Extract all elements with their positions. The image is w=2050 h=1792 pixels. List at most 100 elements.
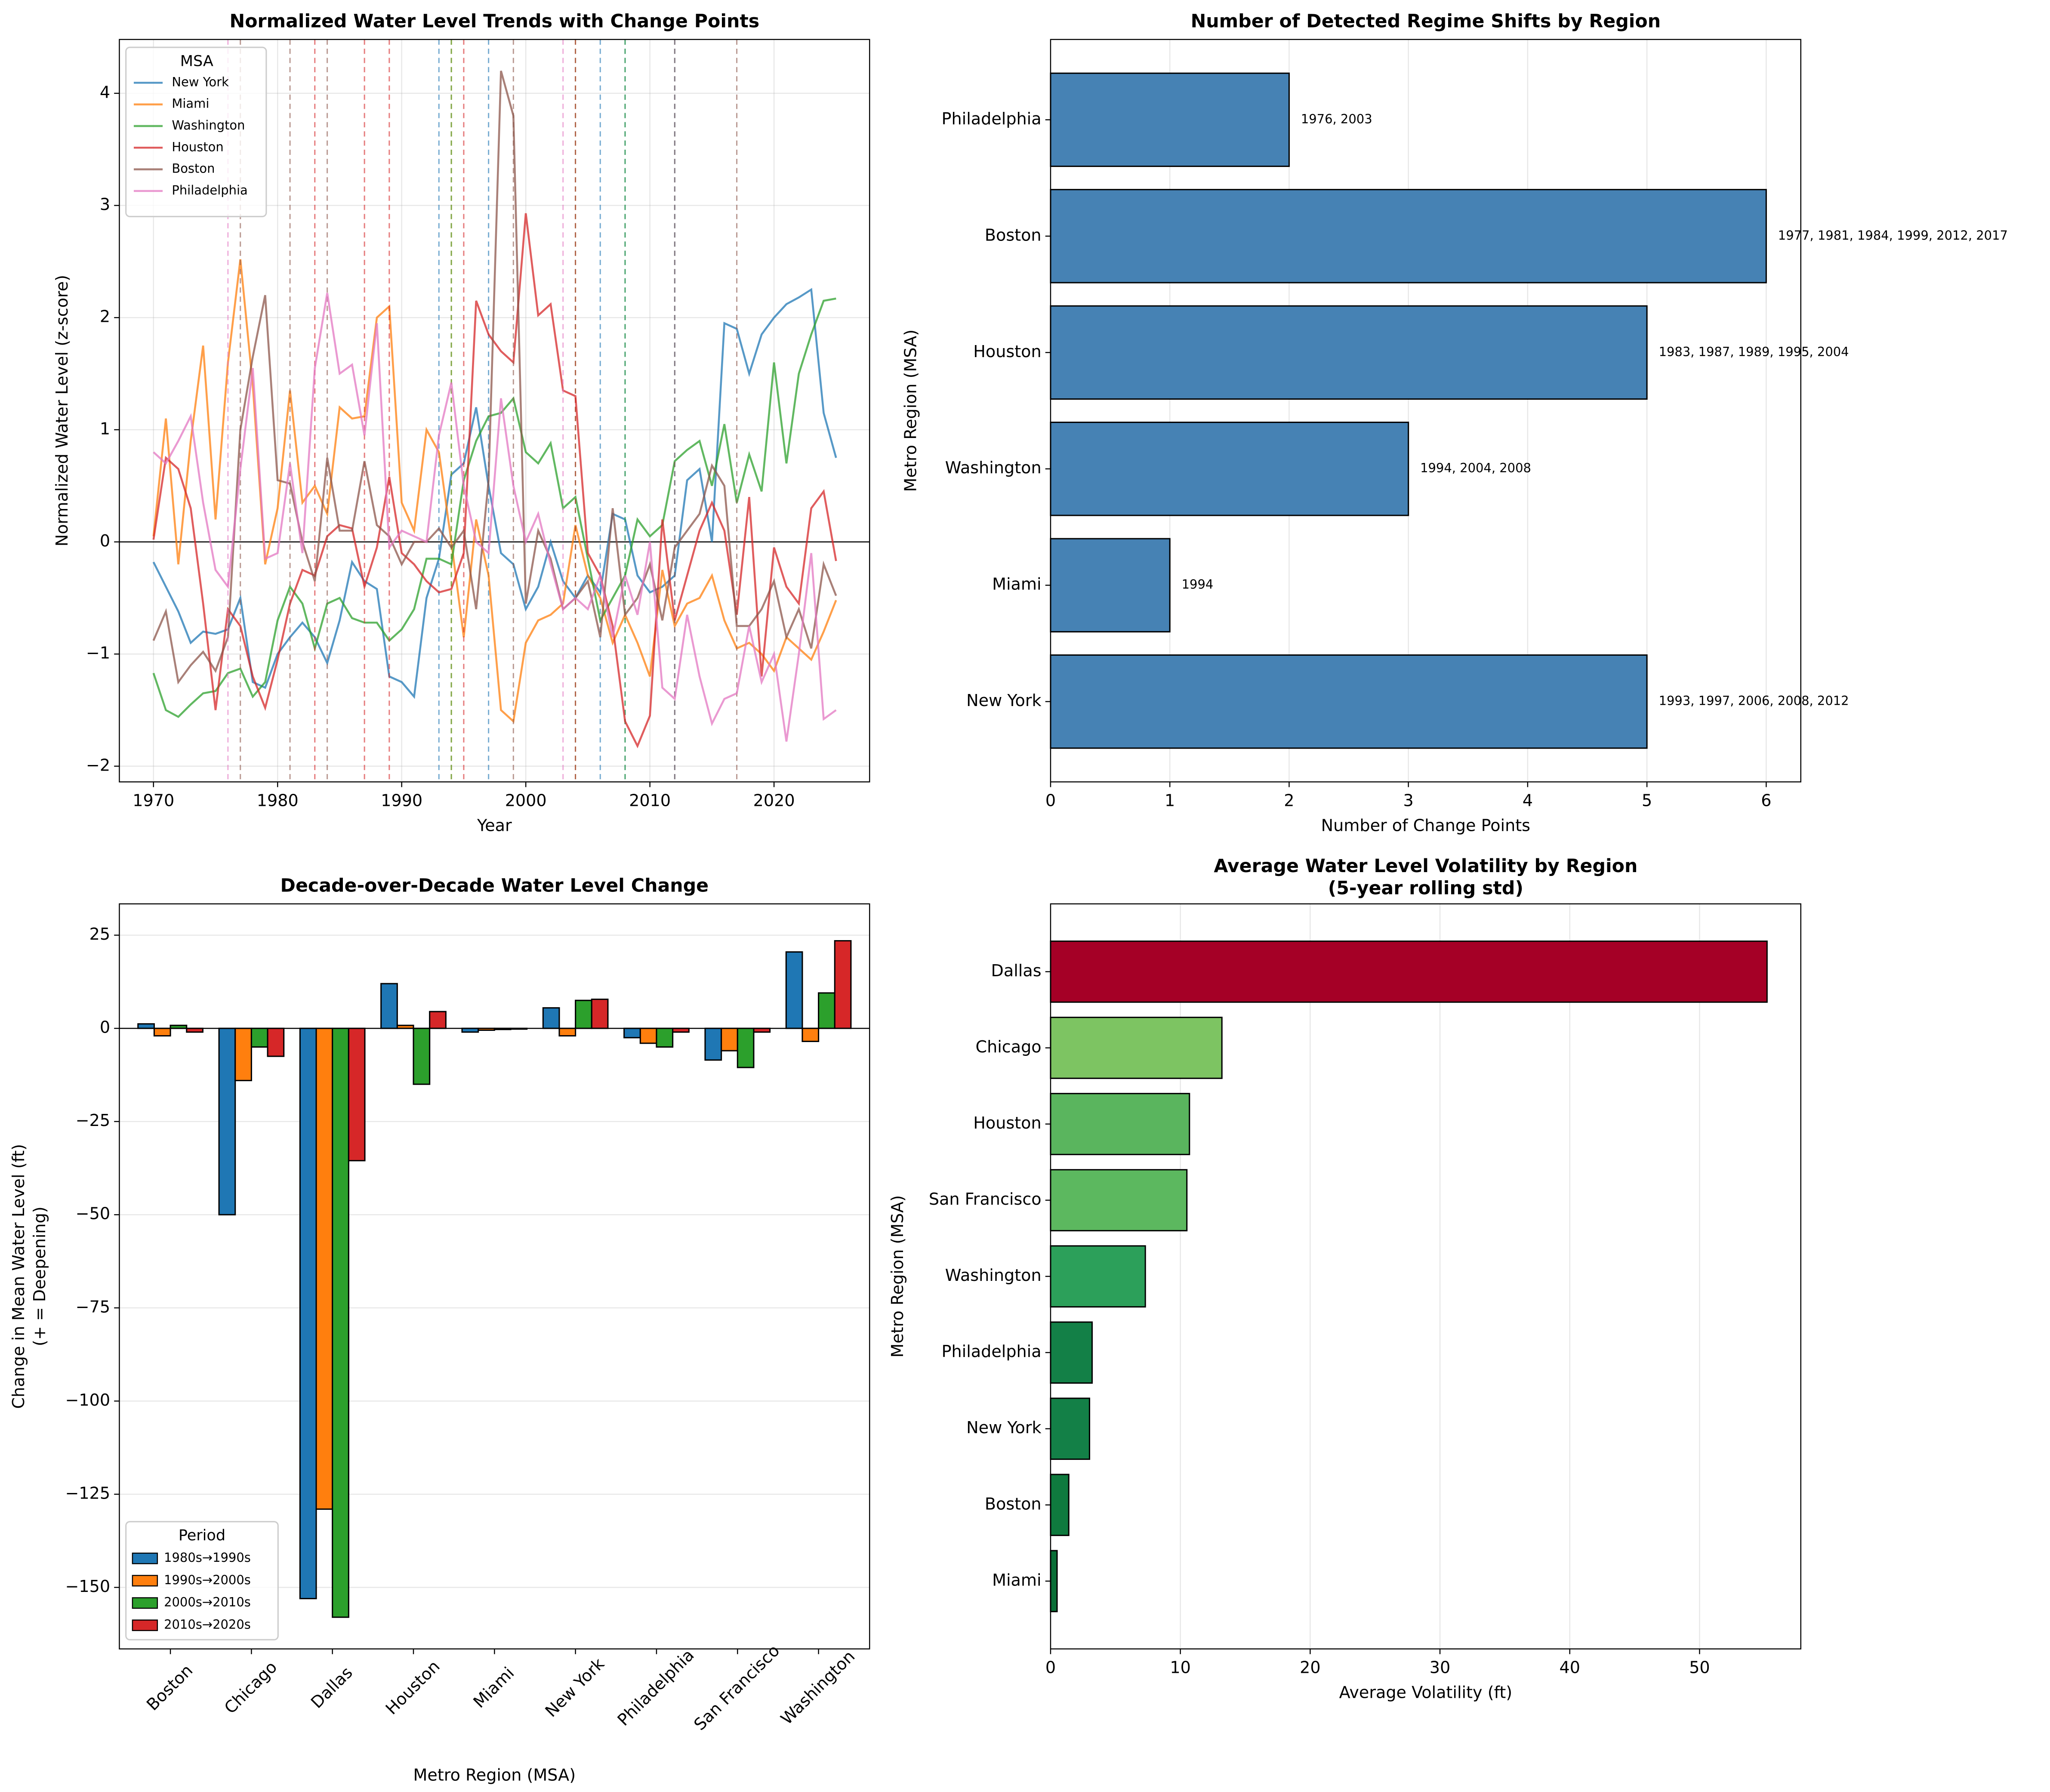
bar — [250, 1027, 268, 1048]
y-tick-label: Chicago — [975, 1037, 1041, 1056]
series-line — [153, 293, 837, 742]
y-tick-label: −75 — [76, 1297, 110, 1316]
y-tick-label: Miami — [992, 1570, 1042, 1589]
bar — [575, 999, 592, 1029]
series-line — [152, 259, 837, 724]
bar — [380, 983, 398, 1029]
bar — [315, 1027, 333, 1510]
series-line — [152, 213, 837, 749]
bar — [1050, 941, 1768, 1003]
y-tick-label: San Francisco — [929, 1190, 1042, 1209]
bar — [1050, 1550, 1058, 1613]
x-tick-label: 5 — [1642, 791, 1652, 810]
bar — [299, 1027, 317, 1599]
bar — [785, 951, 803, 1029]
legend-title: MSA — [180, 52, 213, 70]
x-axis-label: Metro Region (MSA) — [413, 1766, 576, 1785]
legend-swatch — [132, 1619, 158, 1631]
y-tick-label: −125 — [65, 1484, 110, 1502]
series-line — [152, 71, 837, 685]
bar-annotation: 1977, 1981, 1984, 1999, 2012, 2017 — [1778, 228, 2008, 243]
x-tick-label: 2000 — [505, 791, 547, 810]
y-tick-label: 2 — [100, 307, 110, 326]
legend-swatch — [132, 1597, 158, 1609]
bar — [802, 1027, 820, 1042]
bar — [1050, 654, 1648, 749]
bar — [1050, 1397, 1090, 1460]
y-axis-label: Normalized Water Level (z-score) — [52, 275, 71, 546]
x-tick-label: 2 — [1284, 791, 1294, 810]
x-tick-label: 50 — [1689, 1658, 1710, 1677]
x-tick-label: 1970 — [133, 791, 174, 810]
x-tick-label: 4 — [1523, 791, 1533, 810]
legend-label: New York — [172, 74, 229, 89]
y-tick-label: −25 — [76, 1111, 110, 1130]
y-tick-label: 0 — [100, 1018, 110, 1037]
bar — [137, 1023, 155, 1029]
y-tick-label: Dallas — [991, 961, 1042, 980]
y-tick-label: Miami — [992, 575, 1042, 594]
legend-box — [125, 46, 267, 217]
x-tick-label: 30 — [1430, 1658, 1450, 1677]
y-tick-label: −150 — [65, 1577, 110, 1596]
x-tick-label: Miami — [470, 1663, 518, 1712]
x-tick-label: 2020 — [753, 791, 795, 810]
legend-swatch — [132, 1575, 158, 1587]
x-tick-label: Chicago — [221, 1657, 281, 1717]
x-tick-label: Boston — [143, 1661, 196, 1714]
legend-title: Period — [179, 1527, 225, 1544]
y-tick-label: Philadelphia — [942, 109, 1042, 128]
y-tick-label: 1 — [100, 419, 110, 438]
plot-frame — [119, 39, 870, 783]
x-tick-label: 3 — [1403, 791, 1414, 810]
x-tick-label: Houston — [382, 1657, 444, 1718]
bar — [542, 1007, 560, 1029]
x-tick-label: 10 — [1170, 1658, 1190, 1677]
chart-title: Number of Detected Regime Shifts by Regi… — [1191, 11, 1661, 32]
series-line — [152, 288, 837, 699]
x-axis-label: Year — [477, 816, 512, 835]
legend-label: Washington — [172, 118, 245, 133]
bar — [153, 1027, 171, 1036]
y-axis-label: (+ = Deepening) — [30, 1206, 49, 1346]
bar — [429, 1011, 447, 1029]
legend-label: Houston — [172, 139, 223, 154]
bar — [1050, 538, 1171, 632]
y-tick-label: −50 — [76, 1204, 110, 1223]
bar — [1050, 72, 1290, 167]
x-tick-label: 2010 — [629, 791, 671, 810]
bar — [267, 1027, 285, 1057]
series-line — [152, 297, 836, 718]
x-tick-label: Washington — [777, 1647, 858, 1728]
y-tick-label: Boston — [985, 225, 1042, 244]
y-tick-label: Boston — [985, 1494, 1042, 1513]
x-tick-label: 0 — [1045, 1658, 1056, 1677]
bar — [1050, 1321, 1093, 1384]
x-tick-label: 1980 — [257, 791, 299, 810]
legend-label: 2010s→2020s — [164, 1617, 251, 1632]
x-tick-label: 6 — [1761, 791, 1771, 810]
y-tick-label: Washington — [945, 1266, 1042, 1285]
bar — [721, 1027, 738, 1052]
bar — [348, 1027, 366, 1162]
bar — [656, 1027, 674, 1048]
legend-swatch — [132, 1552, 158, 1564]
bar-annotation: 1993, 1997, 2006, 2008, 2012 — [1659, 694, 1849, 708]
x-tick-label: Philadelphia — [614, 1645, 698, 1729]
chart-title: Normalized Water Level Trends with Chang… — [230, 11, 760, 32]
bar-annotation: 1994, 2004, 2008 — [1420, 461, 1531, 475]
legend-label: 1990s→2000s — [164, 1573, 251, 1587]
bar — [186, 1027, 203, 1033]
y-axis-label: Metro Region (MSA) — [888, 1195, 907, 1358]
y-tick-label: New York — [966, 1418, 1041, 1437]
x-tick-label: 20 — [1300, 1658, 1320, 1677]
plot-frame — [1050, 39, 1801, 783]
bar — [234, 1027, 252, 1081]
bar — [818, 992, 835, 1029]
x-tick-label: 1 — [1165, 791, 1175, 810]
bar — [639, 1027, 657, 1044]
bar — [413, 1027, 431, 1085]
bar — [834, 940, 852, 1029]
bar — [332, 1027, 349, 1618]
x-tick-label: 0 — [1045, 791, 1056, 810]
